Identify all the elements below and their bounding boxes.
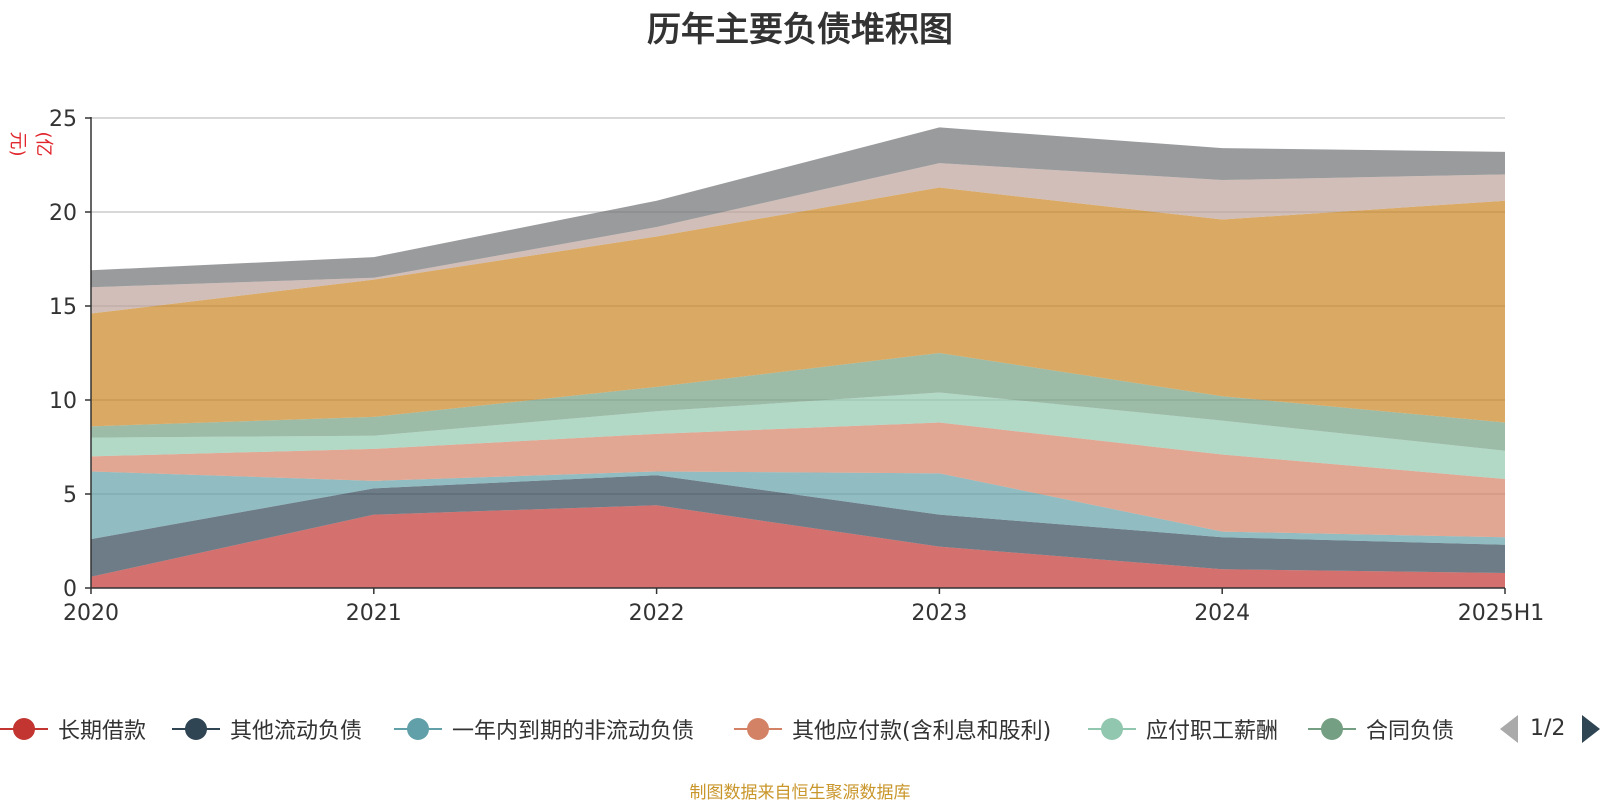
- legend-marker-icon: [734, 712, 782, 746]
- chart-title: 历年主要负债堆积图: [647, 10, 953, 50]
- y-tick-label-20: 20: [49, 201, 77, 226]
- legend-label: 应付职工薪酬: [1146, 719, 1279, 744]
- legend-items: 长期借款 其他流动负债 一年内到期的非流动负债 其他应付款(含利息和股利) 应付职工薪酬…: [0, 712, 1490, 746]
- legend-item-1[interactable]: 其他流动负债: [172, 712, 362, 746]
- legend: 长期借款 其他流动负债 一年内到期的非流动负债 其他应付款(含利息和股利) 应付职工薪酬…: [0, 712, 1600, 746]
- x-tick-label-2022: 2022: [629, 601, 685, 626]
- y-tick-label-5: 5: [63, 483, 77, 508]
- y-tick-label-10: 10: [49, 389, 77, 414]
- area-series-5[interactable]: [91, 353, 1505, 451]
- stacked-areas: [91, 127, 1505, 588]
- axes: 0 5 10 15 20 25 2020 2021 2022 2023 2024 2025H1: [49, 107, 1544, 626]
- legend-marker-icon: [1088, 712, 1136, 746]
- x-tick-label-2025H1: 2025H1: [1458, 601, 1545, 626]
- data-source-note: 制图数据来自恒生聚源数据库: [689, 783, 911, 803]
- legend-marker-icon: [172, 712, 220, 746]
- area-series-6[interactable]: [91, 187, 1505, 427]
- legend-next-page-arrow-icon[interactable]: [1582, 715, 1600, 743]
- x-tick-label-2020: 2020: [63, 601, 119, 626]
- x-tick-label-2024: 2024: [1194, 601, 1250, 626]
- y-tick-label-25: 25: [49, 107, 77, 132]
- chart-plot: 0 5 10 15 20 25 2020 2021 2022 2023 2024 2025H1: [49, 107, 1544, 626]
- legend-label: 其他应付款(含利息和股利): [792, 719, 1052, 744]
- legend-item-4[interactable]: 应付职工薪酬: [1088, 712, 1278, 746]
- legend-item-2[interactable]: 一年内到期的非流动负债: [394, 712, 694, 746]
- y-tick-label-0: 0: [63, 577, 77, 602]
- legend-item-3[interactable]: 其他应付款(含利息和股利): [734, 712, 1051, 746]
- area-series-3[interactable]: [91, 422, 1505, 538]
- legend-page-indicator: 1/2: [1530, 716, 1566, 741]
- area-series-1[interactable]: [91, 475, 1505, 577]
- x-tick-label-2021: 2021: [346, 601, 402, 626]
- legend-marker-icon: [0, 712, 48, 746]
- legend-label: 一年内到期的非流动负债: [452, 719, 695, 744]
- area-series-4[interactable]: [91, 392, 1505, 479]
- area-series-0[interactable]: [91, 505, 1505, 588]
- legend-label: 长期借款: [58, 719, 147, 744]
- legend-item-0[interactable]: 长期借款: [0, 712, 146, 746]
- area-series-2[interactable]: [91, 471, 1505, 545]
- area-series-8[interactable]: [91, 127, 1505, 288]
- y-axis-unit-label: (亿元): [7, 131, 54, 157]
- y-tick-label-15: 15: [49, 295, 77, 320]
- legend-marker-icon: [1308, 712, 1356, 746]
- x-tick-label-2023: 2023: [911, 601, 967, 626]
- area-series-7[interactable]: [91, 163, 1505, 314]
- legend-marker-icon: [394, 712, 442, 746]
- legend-prev-page-arrow-icon[interactable]: [1500, 715, 1518, 743]
- legend-label: 合同负债: [1366, 719, 1455, 744]
- legend-label: 其他流动负债: [230, 719, 363, 744]
- legend-item-5[interactable]: 合同负债: [1308, 712, 1454, 746]
